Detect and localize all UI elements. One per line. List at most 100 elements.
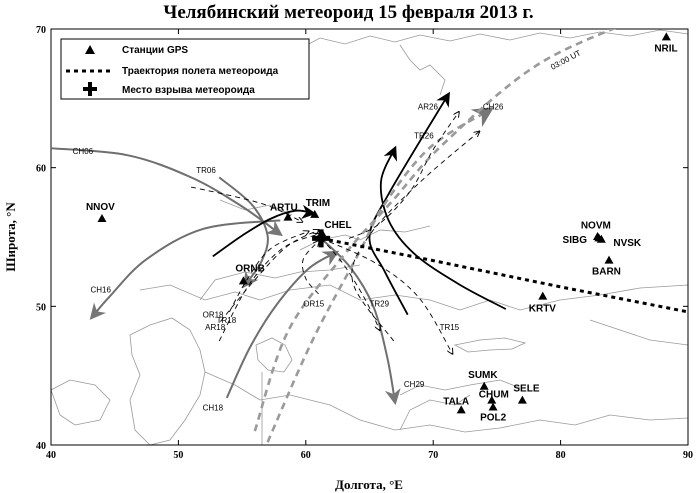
track-label: CH06 xyxy=(73,147,94,156)
track-trim-curve xyxy=(212,204,317,258)
track-label: CH16 xyxy=(90,285,111,294)
kyrgyz-border xyxy=(399,379,521,396)
station-chum-label: CHUM xyxy=(479,390,509,401)
aral-sea xyxy=(255,337,293,373)
x-tick-label: 90 xyxy=(683,450,693,461)
track-artu-curve xyxy=(218,176,269,289)
station-nnov-marker xyxy=(97,213,107,222)
track-label: OR18 xyxy=(203,310,224,319)
track-ch18 xyxy=(225,250,340,399)
track-label: AR26 xyxy=(418,102,439,111)
station-sumk-label: SUMK xyxy=(468,370,498,381)
track-tr29 xyxy=(320,238,380,330)
y-axis-label: Широта, °N xyxy=(3,202,18,272)
station-tala-marker xyxy=(456,405,466,414)
station-pol2-label: POL2 xyxy=(480,413,507,424)
track-label: TR29 xyxy=(370,299,390,308)
legend: Станции GPS Траектория полета метеороида… xyxy=(60,38,310,100)
track-03-00-ut xyxy=(253,29,617,432)
gps-stations: NRIL NNOV ARTU TRIM CHEL ORNB NOVM SIBG NVSK BARN… xyxy=(86,32,678,424)
station-nnov-label: NNOV xyxy=(86,202,115,213)
x-tick-label: 60 xyxy=(301,450,311,461)
station-novm-label: NOVM xyxy=(581,220,611,231)
station-pol2-marker xyxy=(488,402,498,411)
legend-explosion-label: Место взрыва метеороида xyxy=(122,85,255,96)
station-trim-marker xyxy=(310,209,320,218)
track-label: TR06 xyxy=(196,166,216,175)
track-ch26 xyxy=(266,107,495,443)
x-tick-label: 80 xyxy=(556,450,566,461)
track-label: OR15 xyxy=(303,299,324,308)
track-label: AR18 xyxy=(205,323,226,332)
station-sele-marker xyxy=(517,395,527,404)
legend-box xyxy=(60,38,310,100)
river-2 xyxy=(219,199,293,216)
station-krtv-label: KRTV xyxy=(529,304,557,315)
y-tick-label: 70 xyxy=(36,25,46,36)
station-artu-label: ARTU xyxy=(270,203,298,214)
station-ornb-label: ORNB xyxy=(235,263,264,274)
station-sumk-marker xyxy=(479,381,489,390)
y-tick-label: 50 xyxy=(36,302,46,313)
track-ch29 xyxy=(320,237,401,406)
explosion-cross xyxy=(312,229,331,248)
kazakh-border xyxy=(139,284,688,311)
station-chum-marker xyxy=(487,395,497,404)
track-tr18 xyxy=(229,232,308,313)
track-ch26-dash xyxy=(351,132,479,342)
track-ar18 xyxy=(218,234,318,342)
station-sele-label: SELE xyxy=(513,384,539,395)
track-ar26 xyxy=(368,91,450,316)
y-tick-label: 40 xyxy=(36,441,46,452)
track-or15 xyxy=(301,241,318,295)
track-black-1 xyxy=(379,145,507,310)
station-barn-marker xyxy=(604,255,614,264)
mongolia-border xyxy=(589,319,688,346)
central-asia-border xyxy=(204,371,688,433)
station-barn-label: BARN xyxy=(592,267,621,278)
track-label: TR26 xyxy=(414,132,434,141)
geography-outlines xyxy=(51,29,688,445)
track-label: CH26 xyxy=(483,102,504,111)
axis-ticks: 40 50 60 70 80 90 40 50 60 70 xyxy=(36,25,693,461)
wave-tracks xyxy=(51,29,617,443)
station-tala-label: TALA xyxy=(443,396,469,407)
track-label: TR15 xyxy=(440,323,460,332)
yamal-coast xyxy=(399,44,446,96)
station-krtv-marker xyxy=(538,291,548,300)
track-tr26 xyxy=(348,112,459,239)
track-label: TR18 xyxy=(217,316,237,325)
station-chel-label: CHEL xyxy=(324,220,351,231)
explosion-marker xyxy=(312,229,331,248)
arctic-coast xyxy=(281,29,688,47)
plot-frame xyxy=(50,28,689,446)
caspian-sea xyxy=(129,317,206,445)
x-tick-label: 70 xyxy=(428,450,438,461)
track-label: CH18 xyxy=(203,403,224,412)
track-ch06 xyxy=(51,147,283,237)
legend-explosion-icon xyxy=(83,82,97,96)
station-nril-marker xyxy=(661,32,671,41)
station-artu-marker xyxy=(283,212,293,221)
legend-trajectory-label: Траектория полета метеороида xyxy=(122,66,279,77)
x-axis-label: Долгота, °E xyxy=(335,477,403,492)
russia-south-border xyxy=(199,264,361,301)
map-title: Челябинский метеороид 15 февраля 2013 г. xyxy=(163,2,534,23)
track-ch16 xyxy=(89,219,281,320)
track-or18 xyxy=(220,230,318,322)
x-tick-label: 40 xyxy=(46,450,56,461)
station-ornb-marker xyxy=(238,276,248,285)
balkhash-lake xyxy=(453,337,527,353)
time-label: 03:00 UT xyxy=(549,48,582,71)
station-nvsk-marker xyxy=(596,234,606,243)
station-sibg-label: SIBG xyxy=(563,235,588,246)
track-label: CH29 xyxy=(404,380,425,389)
station-trim-label: TRIM xyxy=(306,198,330,209)
inner-border-2 xyxy=(399,394,471,431)
legend-stations-label: Станции GPS xyxy=(122,45,188,56)
legend-station-icon xyxy=(85,45,95,54)
x-tick-label: 50 xyxy=(173,450,183,461)
black-sea xyxy=(51,379,111,426)
